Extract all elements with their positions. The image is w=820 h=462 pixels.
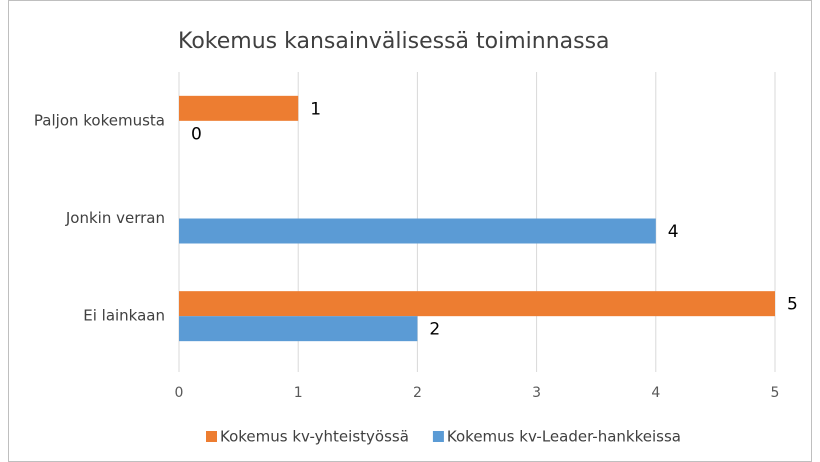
data-label: 5 [787, 295, 798, 315]
x-tick-label: 2 [413, 385, 422, 401]
x-tick-label: 5 [771, 385, 780, 401]
bar [179, 95, 299, 121]
bar [179, 316, 418, 342]
x-tick-label: 4 [651, 385, 660, 401]
data-label: 0 [191, 124, 202, 144]
legend-label: Kokemus kv-Leader-hankkeissa [447, 428, 681, 446]
data-label: 1 [310, 99, 321, 119]
bar [179, 218, 656, 244]
legend-label: Kokemus kv-yhteistyössä [220, 428, 409, 446]
data-label: 4 [668, 222, 679, 242]
data-label: 2 [429, 320, 440, 340]
y-tick-label: Jonkin verran [65, 209, 165, 227]
x-tick-label: 0 [175, 385, 184, 401]
y-tick-label: Ei lainkaan [83, 307, 165, 325]
chart-title: Kokemus kansainvälisessä toiminnassa [178, 29, 610, 54]
legend-swatch [206, 431, 217, 442]
legend-swatch [432, 431, 444, 442]
x-tick-label: 1 [294, 385, 303, 401]
y-tick-label: Paljon kokemusta [34, 111, 165, 129]
x-tick-label: 3 [532, 385, 541, 401]
bar [179, 291, 775, 317]
